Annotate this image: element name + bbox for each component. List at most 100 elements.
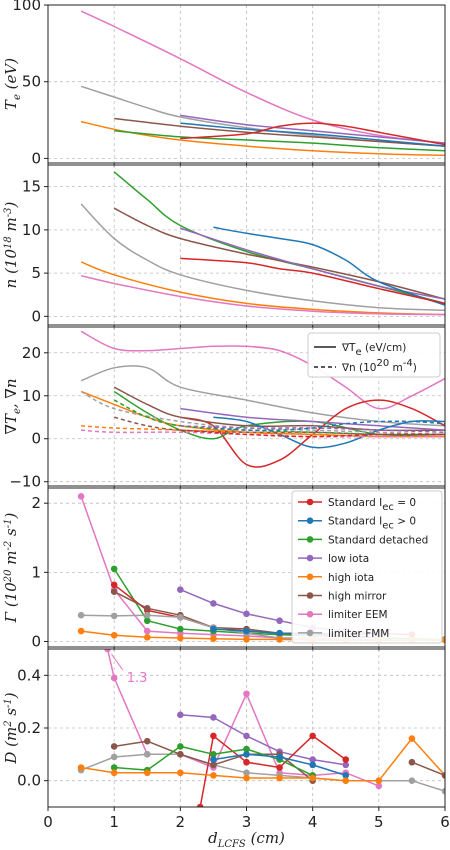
- series-high-mirror: [114, 117, 445, 147]
- data-point-limiter-eem: [77, 492, 85, 500]
- data-point-standard-iec-0: [276, 764, 283, 771]
- x-axis-label: dLCFS (cm): [208, 829, 285, 850]
- grid-lines: [48, 165, 445, 325]
- data-point-standard-iec-0: [309, 761, 316, 769]
- annotation-label: 1.3: [127, 671, 148, 686]
- series-high-iota: [80, 261, 445, 316]
- data-point-high-iota: [177, 634, 184, 642]
- y-tick-label: 10: [22, 221, 41, 239]
- data-point-standard-iec-0: [196, 803, 204, 807]
- data-point-limiter-fmm: [110, 753, 118, 761]
- legend-gradients: ∇Te (eV/cm)∇n (1020 m-4): [307, 332, 441, 378]
- data-point-standard-detached: [110, 565, 118, 573]
- data-point-standard-iec-0: [276, 753, 283, 761]
- data-point-standard-detached: [177, 743, 184, 750]
- y-tick-label: 0: [31, 430, 41, 448]
- data-point-low-iota: [177, 711, 184, 719]
- data-point-high-iota: [143, 769, 151, 777]
- series-standard-detached: [114, 130, 445, 152]
- y-tick-label: 0.2: [17, 719, 41, 737]
- series-limiter-eem-solid: [80, 330, 445, 410]
- legend-box: [291, 490, 443, 644]
- data-point-limiter-fmm: [143, 611, 151, 619]
- data-point-high-iota: [210, 772, 217, 779]
- y-axis-label: Te (eV): [2, 58, 23, 110]
- legend-configurations: Standard Iec = 0 Standard Iec > 0 Standard…: [291, 490, 443, 644]
- y-tick-label: 0: [31, 307, 41, 325]
- y-tick-label: 0: [31, 632, 41, 650]
- data-point-high-mirror: [110, 588, 118, 595]
- x-tick-label: 1: [109, 813, 119, 831]
- data-point-high-iota: [309, 774, 316, 782]
- series-low-iota-solid: [180, 407, 445, 431]
- series-limiter-fmm: [80, 753, 445, 792]
- legend-label-standard-iec-0: Standard Iec > 0: [328, 516, 416, 532]
- data-point-low-iota: [342, 761, 350, 769]
- y-tick-label: 15: [22, 178, 41, 196]
- data-point-high-iota: [143, 634, 151, 641]
- data-point-low-iota: [243, 732, 250, 740]
- x-tick-label: 5: [374, 813, 384, 831]
- data-point-standard-detached: [243, 745, 250, 753]
- legend-marker: [306, 498, 314, 506]
- data-point-low-iota: [177, 586, 184, 593]
- data-point-high-mirror: [210, 761, 217, 769]
- data-point-standard-iec-0: [309, 732, 316, 740]
- legend-label: ∇Te (eV/cm): [341, 342, 406, 358]
- y-tick-label: 0.0: [17, 772, 41, 790]
- x-tick-label: 6: [440, 813, 450, 831]
- data-point-standard-detached: [210, 751, 217, 758]
- data-point-limiter-fmm: [110, 612, 118, 620]
- data-point-standard-iec-0: [210, 732, 217, 740]
- data-point-limiter-eem: [110, 674, 118, 682]
- legend-label: ∇n (1020 m-4): [341, 358, 417, 374]
- data-point-low-iota: [210, 714, 217, 721]
- legend-label-standard-iec-0: Standard Iec = 0: [328, 497, 416, 513]
- legend-marker: [306, 610, 314, 618]
- series-high-mirror-solid: [113, 386, 445, 432]
- legend-marker: [306, 536, 314, 543]
- data-point-standard-detached: [177, 625, 184, 633]
- data-point-high-iota: [77, 764, 85, 771]
- legend-label-high-mirror: high mirror: [328, 591, 387, 603]
- data-point-high-mirror: [177, 751, 184, 758]
- y-axis-label: D (m2 s-1): [2, 692, 20, 764]
- x-tick-label: 4: [308, 813, 318, 831]
- legend-label-limiter-fmm: limiter FMM: [328, 628, 389, 640]
- data-point-low-iota: [309, 756, 316, 763]
- series-standard-iec-0: [199, 735, 347, 807]
- data-point-high-iota: [342, 777, 350, 784]
- data-point-high-mirror: [110, 743, 118, 750]
- y-tick-label: 10: [22, 387, 41, 405]
- data-point-low-iota: [210, 600, 217, 607]
- y-tick-label: 50: [22, 73, 41, 91]
- data-point-high-mirror: [143, 737, 151, 745]
- data-point-low-iota: [276, 617, 283, 625]
- data-point-high-iota: [110, 631, 118, 639]
- series-limiter-eem-dashed: [81, 429, 445, 438]
- series-standard-iec-0: [180, 122, 445, 146]
- series-low-iota-dashed: [180, 425, 445, 434]
- data-point-standard-detached: [110, 764, 118, 771]
- panel-3: −10 0 10 20 ∇Te, ∇n ∇Te (eV/cm)∇n (1020 m-4): [2, 326, 446, 491]
- series-standard-detached: [113, 171, 445, 305]
- series-standard-iec-0: [213, 226, 445, 306]
- data-point-high-iota: [276, 774, 283, 782]
- series-limiter-eem: [80, 10, 445, 144]
- data-point-high-iota: [177, 769, 184, 777]
- series-limiter-fmm: [80, 203, 445, 312]
- data-point-limiter-eem: [104, 649, 111, 653]
- legend-label-limiter-eem: limiter EEM: [328, 609, 388, 621]
- legend-label-high-iota: high iota: [328, 572, 374, 584]
- x-tick-label: 0: [43, 813, 53, 831]
- data-point-standard-iec-0: [243, 758, 250, 766]
- data-point-limiter-fmm: [441, 787, 445, 795]
- y-axis-label: Γ (1020 m-2 s-1): [2, 513, 20, 624]
- y-tick-label: 20: [22, 344, 41, 362]
- data-point-high-mirror: [408, 758, 416, 766]
- data-point-limiter-eem: [143, 627, 151, 635]
- data-point-limiter-eem: [375, 782, 383, 790]
- y-axis-label: n (1018 m-3): [2, 202, 20, 289]
- data-point-standard-iec-0: [210, 756, 217, 763]
